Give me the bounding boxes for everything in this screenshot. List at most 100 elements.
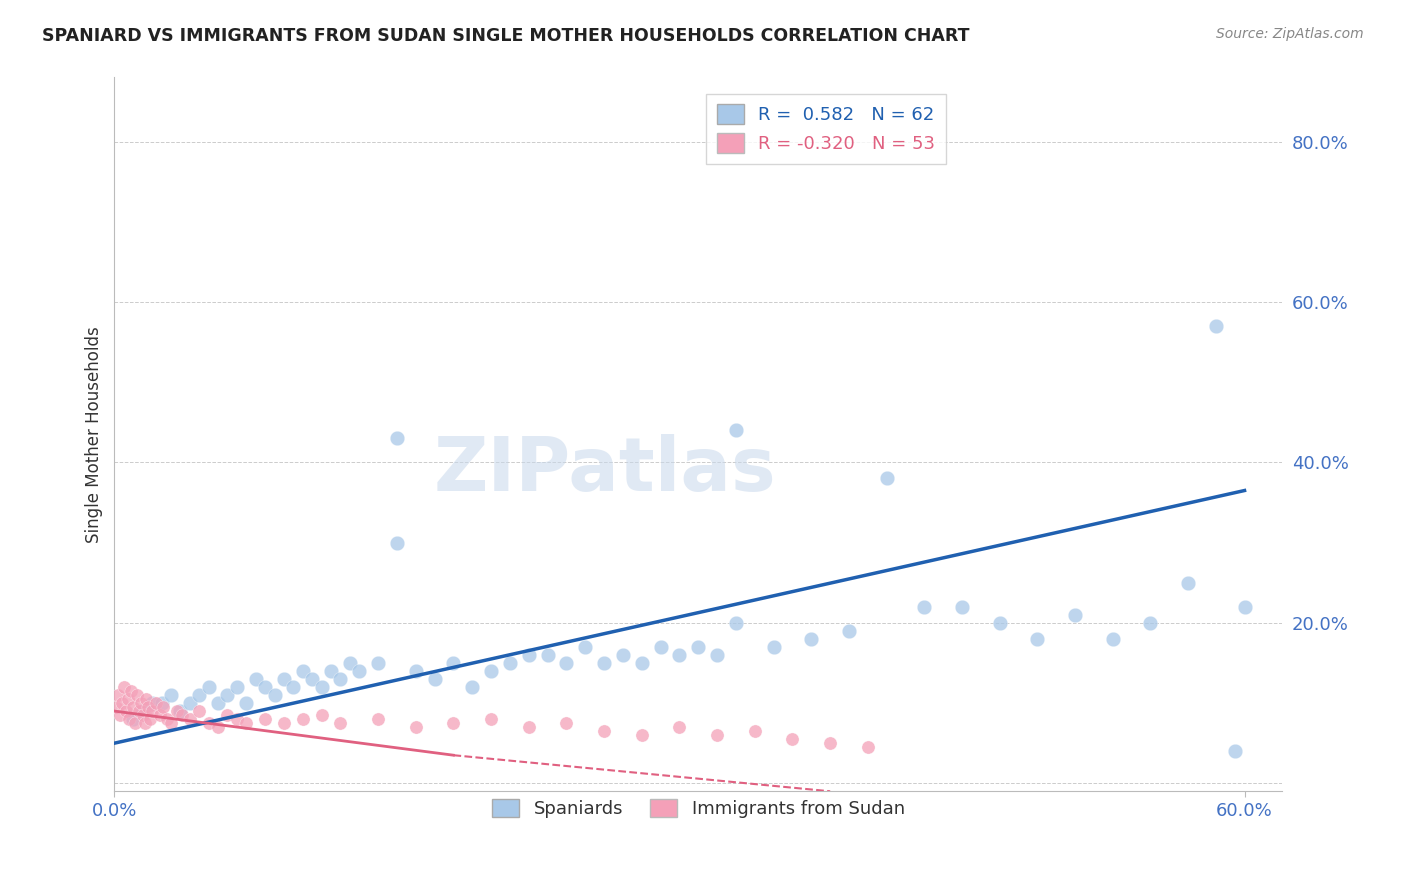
Point xyxy=(235,716,257,731)
Point xyxy=(225,712,247,726)
Point xyxy=(283,680,305,694)
Point xyxy=(800,632,823,646)
Point xyxy=(385,431,408,445)
Point xyxy=(136,700,159,714)
Point xyxy=(114,704,136,718)
Point xyxy=(724,423,747,437)
Point xyxy=(339,656,361,670)
Point xyxy=(235,696,257,710)
Point xyxy=(263,688,285,702)
Point xyxy=(517,648,540,662)
Point xyxy=(782,732,804,747)
Point xyxy=(112,680,135,694)
Point xyxy=(762,640,785,654)
Point xyxy=(179,696,201,710)
Point xyxy=(630,656,652,670)
Point xyxy=(134,716,156,731)
Point xyxy=(1233,599,1256,614)
Point xyxy=(217,688,239,702)
Point xyxy=(499,656,522,670)
Point xyxy=(555,716,578,731)
Point xyxy=(160,688,183,702)
Point xyxy=(122,712,145,726)
Point xyxy=(166,704,188,718)
Point xyxy=(706,648,728,662)
Point xyxy=(311,708,333,723)
Point xyxy=(1026,632,1049,646)
Point xyxy=(291,712,314,726)
Point xyxy=(107,688,129,702)
Point xyxy=(1223,744,1246,758)
Point xyxy=(291,664,314,678)
Point xyxy=(188,704,211,718)
Point xyxy=(145,696,167,710)
Point xyxy=(461,680,484,694)
Point xyxy=(367,656,389,670)
Point xyxy=(536,648,558,662)
Point xyxy=(423,672,446,686)
Point xyxy=(818,736,841,750)
Point xyxy=(1177,575,1199,590)
Point xyxy=(912,599,935,614)
Point xyxy=(125,688,148,702)
Point xyxy=(139,712,162,726)
Point xyxy=(517,720,540,734)
Text: ZIPatlas: ZIPatlas xyxy=(433,434,776,507)
Point xyxy=(385,535,408,549)
Point xyxy=(179,712,201,726)
Point xyxy=(197,716,219,731)
Point xyxy=(443,716,465,731)
Point xyxy=(160,716,183,731)
Point xyxy=(131,708,153,723)
Y-axis label: Single Mother Households: Single Mother Households xyxy=(86,326,103,542)
Point xyxy=(254,680,277,694)
Point xyxy=(120,684,142,698)
Point xyxy=(329,672,352,686)
Point xyxy=(593,656,616,670)
Point xyxy=(141,696,163,710)
Point xyxy=(1101,632,1123,646)
Point xyxy=(118,712,141,726)
Point xyxy=(197,680,219,694)
Point xyxy=(405,664,427,678)
Point xyxy=(245,672,267,686)
Point xyxy=(273,716,295,731)
Point xyxy=(479,664,502,678)
Point xyxy=(856,740,879,755)
Point xyxy=(207,720,229,734)
Point xyxy=(172,708,194,723)
Point xyxy=(135,692,157,706)
Point xyxy=(950,599,973,614)
Point xyxy=(838,624,860,638)
Point xyxy=(156,712,179,726)
Point xyxy=(207,696,229,710)
Point xyxy=(479,712,502,726)
Point xyxy=(650,640,672,654)
Text: Source: ZipAtlas.com: Source: ZipAtlas.com xyxy=(1216,27,1364,41)
Text: SPANIARD VS IMMIGRANTS FROM SUDAN SINGLE MOTHER HOUSEHOLDS CORRELATION CHART: SPANIARD VS IMMIGRANTS FROM SUDAN SINGLE… xyxy=(42,27,970,45)
Point xyxy=(988,615,1011,630)
Point xyxy=(124,716,146,731)
Point xyxy=(612,648,634,662)
Point xyxy=(349,664,371,678)
Point xyxy=(217,708,239,723)
Point xyxy=(744,724,766,739)
Point xyxy=(128,704,150,718)
Point xyxy=(1064,607,1087,622)
Point xyxy=(117,692,139,706)
Point xyxy=(876,471,898,485)
Point xyxy=(1139,615,1161,630)
Point xyxy=(443,656,465,670)
Point xyxy=(724,615,747,630)
Point xyxy=(273,672,295,686)
Point xyxy=(152,700,174,714)
Point xyxy=(1205,319,1227,334)
Point xyxy=(593,724,616,739)
Point xyxy=(555,656,578,670)
Point xyxy=(405,720,427,734)
Point xyxy=(367,712,389,726)
Point xyxy=(108,708,131,723)
Point xyxy=(688,640,710,654)
Point xyxy=(706,728,728,742)
Point xyxy=(111,696,134,710)
